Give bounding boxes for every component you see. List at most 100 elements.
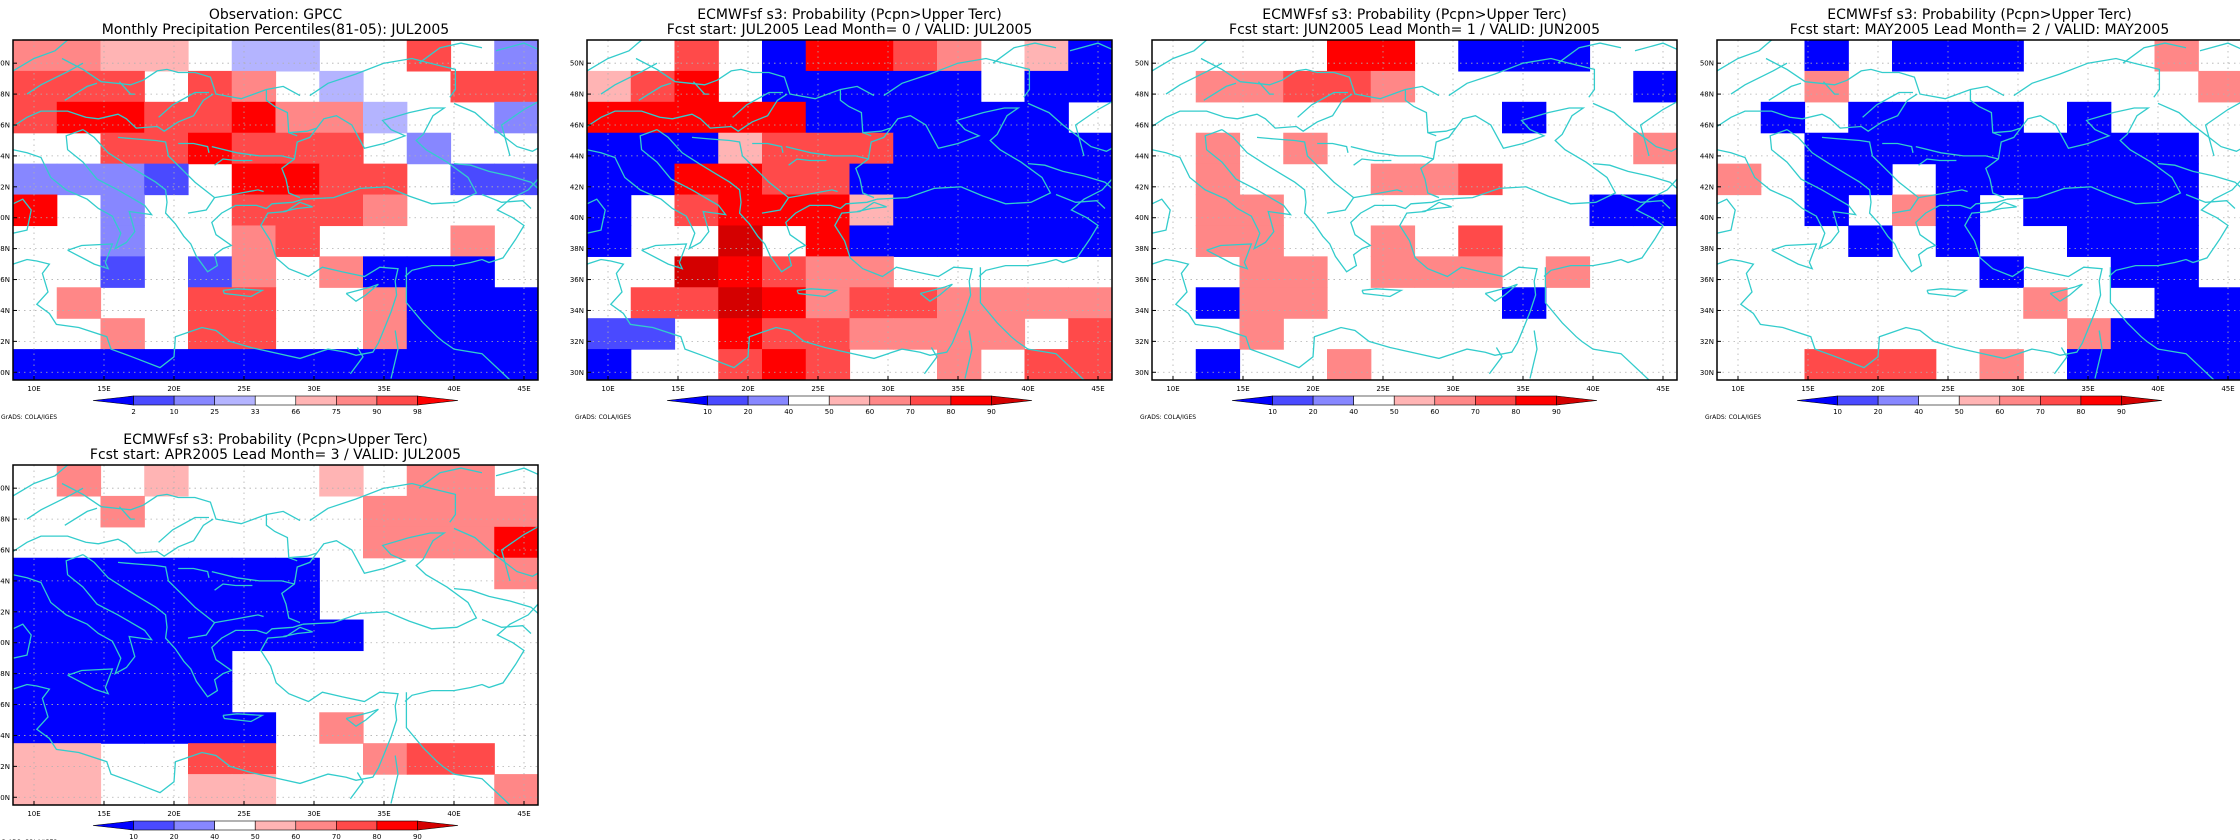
heatmap-cell [56, 774, 102, 805]
coastline [13, 553, 154, 675]
panel-title: ECMWFsf s3: Probability (Pcpn>Upper Terc… [1262, 7, 1566, 23]
coastline [61, 57, 301, 100]
colorbar-label: 25 [210, 408, 219, 416]
lat-tick-label: 50N [1135, 60, 1149, 68]
heatmap-cell [1892, 40, 1937, 72]
colorbar-segment [214, 820, 256, 831]
heatmap-cell [231, 70, 277, 103]
heatmap-cell [2067, 225, 2112, 257]
heatmap-cell [231, 349, 277, 380]
coastline [1353, 158, 1392, 166]
heatmap-cell [2154, 318, 2199, 350]
coastline [178, 142, 210, 153]
heatmap-cell [494, 70, 538, 103]
lon-tick-label: 20E [1306, 385, 1319, 393]
lat-tick-label: 42N [0, 608, 10, 616]
heatmap-cell [100, 256, 145, 288]
coastline [1717, 128, 1858, 250]
coastline [1422, 201, 1452, 213]
heatmap-cell [2067, 318, 2112, 350]
heatmap-cell [319, 70, 364, 103]
heatmap-cell [630, 101, 676, 134]
heatmap-cell [587, 318, 632, 350]
coastline [1074, 101, 1112, 157]
heatmap-cell [1068, 349, 1112, 380]
heatmap-cell [718, 225, 763, 257]
coastline [785, 145, 869, 160]
heatmap-cell [56, 349, 102, 380]
heatmap-cell [144, 681, 189, 713]
coastline [587, 40, 643, 72]
heatmap-cell [1024, 225, 1069, 257]
heatmap-cell [1370, 225, 1416, 257]
lat-tick-label: 30N [570, 369, 584, 377]
heatmap-cell [674, 194, 719, 227]
colorbar-label: 60 [1430, 408, 1439, 416]
colorbar-segment [336, 820, 378, 831]
heatmap-cell [849, 132, 894, 165]
lon-tick-label: 30E [881, 385, 894, 393]
colorbar-segment [2080, 395, 2122, 406]
coastline [1717, 40, 1773, 72]
colorbar-label: 33 [251, 408, 260, 416]
lon-tick-label: 25E [1941, 385, 1954, 393]
coastline [117, 561, 216, 639]
heatmap-cell [13, 101, 58, 134]
heatmap-cell [56, 40, 102, 72]
colorbar-segment [376, 395, 418, 406]
coastline [1353, 189, 1403, 199]
coastline [1055, 193, 1106, 209]
colorbar-segment [214, 395, 256, 406]
heatmap-cell [100, 495, 145, 528]
heatmap-cell [2154, 256, 2199, 288]
coastline [1985, 107, 2182, 205]
heatmap-cell [762, 318, 807, 350]
heatmap-cell [2067, 101, 2112, 134]
lat-tick-label: 34N [1135, 307, 1149, 315]
coastline [1822, 81, 1839, 95]
lat-tick-label: 36N [0, 276, 10, 284]
heatmap-cell [100, 40, 145, 72]
lon-tick-label: 15E [1801, 385, 1814, 393]
heatmap-cell [1458, 225, 1503, 257]
heatmap-cell [2198, 70, 2240, 103]
heatmap-cell [100, 681, 145, 713]
lat-tick-label: 46N [1700, 122, 1714, 130]
heatmap-cell [762, 40, 807, 72]
lat-tick-label: 32N [1135, 338, 1149, 346]
heatmap-cell [1283, 287, 1328, 319]
heatmap-cell [2067, 194, 2112, 227]
colorbar-label: 40 [784, 408, 793, 416]
heatmap-cell [762, 70, 807, 103]
heatmap-cell [231, 225, 277, 257]
coastline [1987, 201, 2017, 213]
heatmap-cell [275, 132, 320, 165]
heatmap-cell [1370, 70, 1416, 103]
heatmap-cell [1068, 70, 1112, 103]
heatmap-cell [406, 287, 452, 319]
coastline [2094, 330, 2103, 379]
lat-tick-label: 50N [0, 485, 10, 493]
heatmap-cell [2154, 132, 2199, 165]
heatmap-cell [100, 349, 145, 380]
coastline [692, 81, 709, 95]
coastline [2049, 283, 2083, 302]
lon-tick-label: 35E [1516, 385, 1529, 393]
heatmap-cell [2110, 194, 2156, 227]
heatmap-cell [363, 287, 408, 319]
heatmap-cell [1068, 132, 1112, 165]
coastline [2157, 162, 2240, 188]
coastline [1152, 198, 1171, 234]
lat-tick-label: 42N [1700, 183, 1714, 191]
coastline [855, 107, 1052, 205]
heatmap-cell [980, 101, 1026, 134]
heatmap-cell [56, 163, 102, 196]
grads-credit: GrADS: COLA/IGES [1, 414, 57, 421]
heatmap-cell [319, 712, 364, 744]
panel-title: ECMWFsf s3: Probability (Pcpn>Upper Terc… [1827, 7, 2131, 23]
lat-tick-label: 44N [0, 152, 10, 160]
coastline [796, 288, 839, 298]
coastline [1543, 178, 1677, 277]
coastline [117, 136, 216, 214]
heatmap-cell [1239, 194, 1284, 227]
